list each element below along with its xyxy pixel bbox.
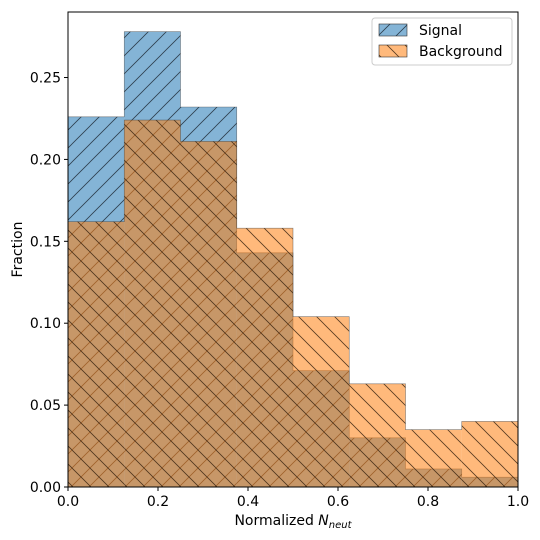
bars-layer <box>68 31 518 487</box>
series-background <box>68 119 518 487</box>
legend-item-signal: Signal <box>378 23 462 39</box>
bar-hatch <box>461 421 518 487</box>
bar-hatch <box>293 316 350 487</box>
legend: Signal Background <box>371 17 513 66</box>
legend-label: Signal <box>419 23 462 39</box>
bar-background-2 <box>180 141 237 487</box>
bar-hatch <box>349 383 406 487</box>
plot-frame <box>67 11 519 488</box>
bar-hatch <box>236 228 293 487</box>
bar-hatch <box>180 141 237 487</box>
x-tick-label: 0.4 <box>237 494 259 510</box>
y-tick-label: 0.10 <box>30 316 61 332</box>
x-axis: 0.0 0.2 0.4 0.6 0.8 1.0 <box>57 487 529 510</box>
x-tick-label: 0.2 <box>147 494 169 510</box>
bar-hatch <box>124 120 181 487</box>
y-axis: 0.00 0.05 0.10 0.15 0.20 0.25 <box>30 71 68 496</box>
x-tick-label: 0.8 <box>417 494 439 510</box>
y-tick-label: 0.05 <box>30 398 61 414</box>
series-outline <box>68 119 518 487</box>
x-tick-label: 1.0 <box>507 494 529 510</box>
bar-background-3 <box>236 228 293 487</box>
y-tick-label: 0.15 <box>30 234 61 250</box>
x-axis-label: Normalized Nneut <box>234 513 352 531</box>
bar-background-0 <box>68 221 125 487</box>
bar-hatch <box>405 429 462 487</box>
y-tick-label: 0.00 <box>30 480 61 496</box>
bar-hatch <box>68 221 125 487</box>
y-tick-label: 0.25 <box>30 71 61 87</box>
bar-background-7 <box>461 421 518 487</box>
bar-background-6 <box>405 429 462 487</box>
x-tick-label: 0.6 <box>327 494 349 510</box>
y-axis-label: Fraction <box>10 222 26 278</box>
legend-label: Background <box>419 44 503 60</box>
legend-swatch-hatch <box>379 24 407 36</box>
bar-background-4 <box>293 316 350 487</box>
y-tick-label: 0.20 <box>30 152 61 168</box>
legend-swatch-hatch <box>379 45 407 57</box>
bar-background-5 <box>349 383 406 487</box>
bar-background-1 <box>124 120 181 487</box>
legend-item-background: Background <box>378 44 503 60</box>
x-tick-label: 0.0 <box>57 494 79 510</box>
